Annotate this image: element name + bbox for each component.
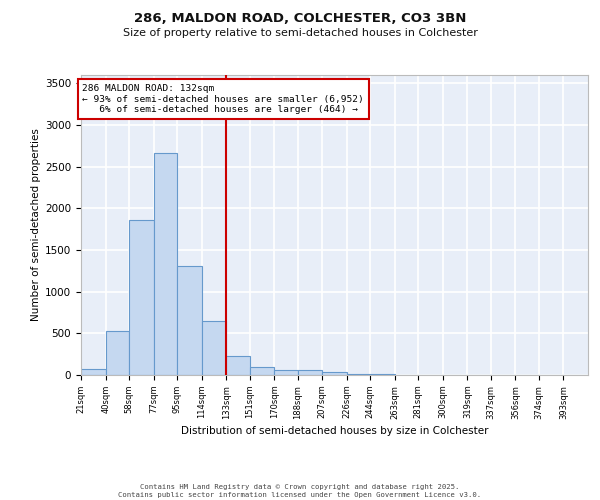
Bar	[106, 331, 129, 375]
Text: Contains HM Land Registry data © Crown copyright and database right 2025.
Contai: Contains HM Land Registry data © Crown c…	[118, 484, 482, 498]
X-axis label: Distribution of semi-detached houses by size in Colchester: Distribution of semi-detached houses by …	[181, 426, 488, 436]
Bar	[226, 356, 250, 375]
Bar	[202, 321, 226, 375]
Text: 286 MALDON ROAD: 132sqm
← 93% of semi-detached houses are smaller (6,952)
   6% : 286 MALDON ROAD: 132sqm ← 93% of semi-de…	[82, 84, 364, 114]
Bar	[177, 266, 202, 375]
Bar	[250, 367, 274, 375]
Bar	[298, 370, 322, 375]
Bar	[154, 154, 177, 375]
Bar	[322, 372, 347, 375]
Bar	[81, 369, 106, 375]
Text: 286, MALDON ROAD, COLCHESTER, CO3 3BN: 286, MALDON ROAD, COLCHESTER, CO3 3BN	[134, 12, 466, 26]
Text: Size of property relative to semi-detached houses in Colchester: Size of property relative to semi-detach…	[122, 28, 478, 38]
Bar	[274, 370, 298, 375]
Bar	[129, 220, 154, 375]
Bar	[370, 374, 395, 375]
Y-axis label: Number of semi-detached properties: Number of semi-detached properties	[31, 128, 41, 322]
Bar	[347, 374, 370, 375]
